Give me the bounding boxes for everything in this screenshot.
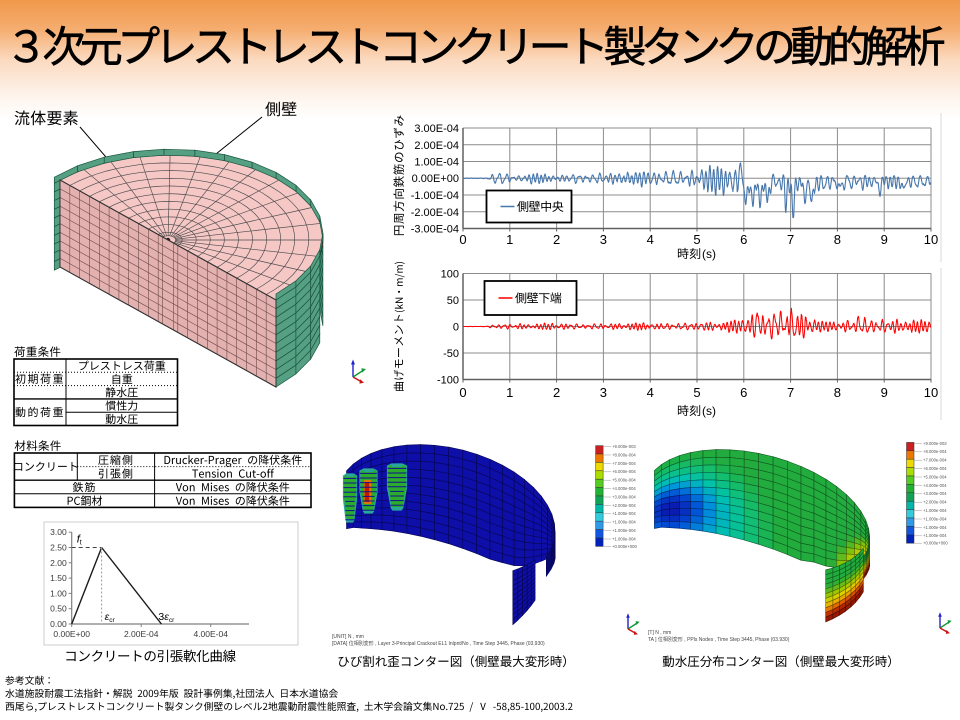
svg-text:+1.000e-004: +1.000e-004 xyxy=(923,533,947,538)
svg-text:TA ] 位相別変形 , PPls Nodes , Ti: TA ] 位相別変形 , PPls Nodes , Time Step 3445… xyxy=(648,636,790,643)
svg-text:+0.000e+000: +0.000e+000 xyxy=(923,541,948,546)
svg-text:+3.000e-004: +3.000e-004 xyxy=(923,491,947,496)
svg-text:2.00E-04: 2.00E-04 xyxy=(414,140,459,152)
svg-text:3: 3 xyxy=(600,385,607,400)
svg-text:1.00: 1.00 xyxy=(50,588,67,598)
svg-text:-50: -50 xyxy=(443,348,459,360)
svg-text:+1.000e-004: +1.000e-004 xyxy=(612,528,636,533)
svg-text:3: 3 xyxy=(600,232,607,247)
svg-text:+2.000e-004: +2.000e-004 xyxy=(923,500,947,505)
svg-text:10: 10 xyxy=(924,385,938,400)
svg-text:(s): (s) xyxy=(702,404,716,418)
svg-text:+1.000e-004: +1.000e-004 xyxy=(612,520,636,525)
svg-text:ft: ft xyxy=(77,534,82,547)
svg-text:+5.000e-004: +5.000e-004 xyxy=(612,478,636,483)
svg-text:7: 7 xyxy=(787,232,794,247)
svg-text:+3.000e-004: +3.000e-004 xyxy=(612,494,636,499)
svg-text:[T] N , mm: [T] N , mm xyxy=(648,630,671,636)
svg-text:2.00: 2.00 xyxy=(50,558,67,568)
svg-text:+0.000e+000: +0.000e+000 xyxy=(612,544,637,549)
svg-text:5: 5 xyxy=(693,385,700,400)
svg-text:5: 5 xyxy=(693,232,700,247)
svg-text:+1.000e-004: +1.000e-004 xyxy=(923,508,947,513)
svg-text:0: 0 xyxy=(459,232,466,247)
svg-text:1.50: 1.50 xyxy=(50,573,67,583)
svg-text:+1.000e-004: +1.000e-004 xyxy=(923,525,947,530)
svg-text:6: 6 xyxy=(740,385,747,400)
svg-text:+8.000e-004: +8.000e-004 xyxy=(612,452,636,457)
svg-text:(s): (s) xyxy=(702,247,716,261)
svg-text:1.00E-04: 1.00E-04 xyxy=(414,157,459,169)
svg-text:7: 7 xyxy=(787,385,794,400)
svg-text:8: 8 xyxy=(834,232,841,247)
svg-text:+9.000e-003: +9.000e-003 xyxy=(923,441,947,446)
svg-text:1: 1 xyxy=(506,385,513,400)
svg-text:0: 0 xyxy=(459,385,466,400)
svg-text:+8.000e-004: +8.000e-004 xyxy=(923,449,947,454)
svg-text:-3.00E-04: -3.00E-04 xyxy=(411,224,459,236)
svg-text:-100: -100 xyxy=(437,375,459,387)
svg-text:+1.000e-004: +1.000e-004 xyxy=(612,536,636,541)
svg-text:[UNIT] N , mm: [UNIT] N , mm xyxy=(332,634,364,640)
svg-text:[DATA] 位相別変形 , Layer 3-Princip: [DATA] 位相別変形 , Layer 3-Principal Crackou… xyxy=(332,640,545,647)
svg-text:10: 10 xyxy=(924,232,938,247)
svg-text:+9.000e-003: +9.000e-003 xyxy=(612,444,636,449)
svg-text:2: 2 xyxy=(553,232,560,247)
svg-text:+1.000e-004: +1.000e-004 xyxy=(612,511,636,516)
svg-text:6: 6 xyxy=(740,232,747,247)
svg-text:2.50: 2.50 xyxy=(50,543,67,553)
svg-text:2: 2 xyxy=(553,385,560,400)
svg-text:+4.000e-004: +4.000e-004 xyxy=(923,483,947,488)
svg-text:3.00: 3.00 xyxy=(50,527,67,537)
svg-text:9: 9 xyxy=(881,232,888,247)
svg-text:4: 4 xyxy=(647,232,654,247)
svg-text:+4.000e-004: +4.000e-004 xyxy=(612,486,636,491)
svg-text:100: 100 xyxy=(441,269,459,281)
svg-text:εcr: εcr xyxy=(105,611,116,624)
svg-text:3.00E-04: 3.00E-04 xyxy=(414,123,459,135)
svg-text:-1.00E-04: -1.00E-04 xyxy=(411,190,459,202)
svg-text:0.00E+00: 0.00E+00 xyxy=(53,629,90,639)
svg-text:0: 0 xyxy=(453,322,459,334)
svg-text:-2.00E-04: -2.00E-04 xyxy=(411,207,459,219)
svg-text:0.50: 0.50 xyxy=(50,604,67,614)
svg-text:0.00: 0.00 xyxy=(50,619,67,629)
svg-text:8: 8 xyxy=(834,385,841,400)
svg-text:4: 4 xyxy=(647,385,654,400)
svg-text:1: 1 xyxy=(506,232,513,247)
svg-text:+7.000e-004: +7.000e-004 xyxy=(923,458,947,463)
svg-text:0.00E+00: 0.00E+00 xyxy=(412,173,459,185)
svg-text:2.00E-04: 2.00E-04 xyxy=(124,629,159,639)
svg-text:+2.000e-004: +2.000e-004 xyxy=(612,503,636,508)
svg-text:+6.000e-004: +6.000e-004 xyxy=(612,469,636,474)
svg-text:50: 50 xyxy=(447,295,459,307)
svg-text:+1.000e-004: +1.000e-004 xyxy=(923,516,947,521)
svg-text:+7.000e-004: +7.000e-004 xyxy=(612,461,636,466)
svg-text:+6.000e-004: +6.000e-004 xyxy=(923,466,947,471)
svg-text:+5.000e-004: +5.000e-004 xyxy=(923,474,947,479)
svg-text:4.00E-04: 4.00E-04 xyxy=(193,629,228,639)
svg-text:9: 9 xyxy=(881,385,888,400)
